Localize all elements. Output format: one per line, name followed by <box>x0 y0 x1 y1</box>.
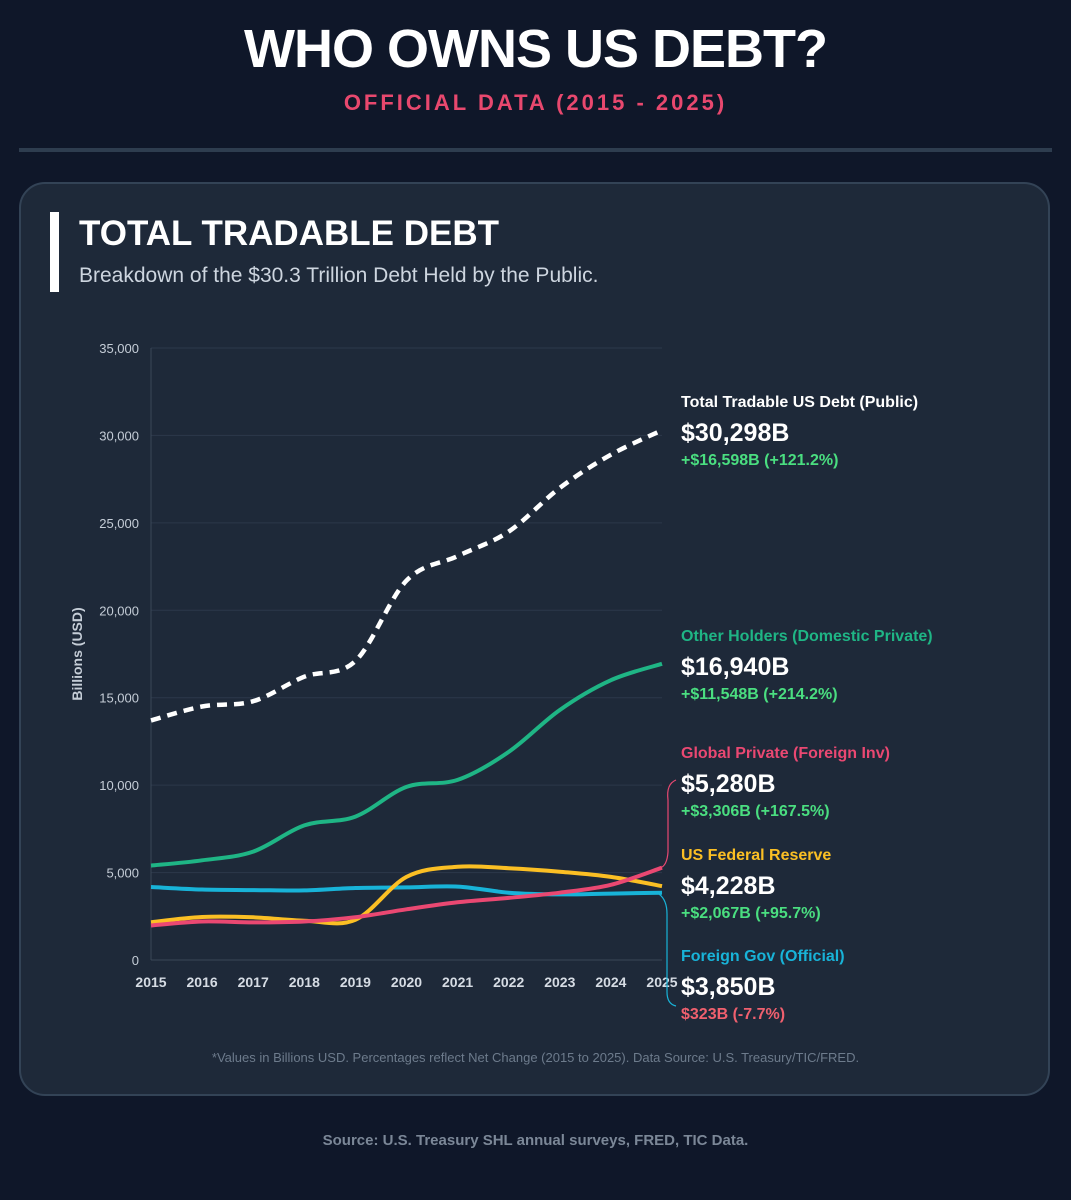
main-title: WHO OWNS US DEBT? <box>244 19 828 79</box>
series-line-other-holders-domestic-private <box>150 661 663 868</box>
y-tick-label: 35,000 <box>99 341 139 356</box>
y-tick-label: 0 <box>132 953 139 968</box>
series-final-value: $5,280B <box>681 770 776 798</box>
title-accent-bar <box>50 212 59 292</box>
series-line-us-federal-reserve <box>150 864 663 926</box>
connector-foreign-gov <box>658 893 677 1007</box>
series-change-label: +$3,306B (+167.5%) <box>681 803 830 820</box>
x-tick-label: 2024 <box>595 974 626 990</box>
x-tick-label: 2015 <box>135 974 166 990</box>
series-name-label: Foreign Gov (Official) <box>681 948 845 965</box>
series-change-label: $323B (-7.7%) <box>681 1006 785 1023</box>
chart-footnote: *Values in Billions USD. Percentages ref… <box>211 1050 860 1065</box>
y-axis-label: Billions (USD) <box>69 607 85 700</box>
y-tick-label: 25,000 <box>99 516 139 531</box>
y-tick-label: 10,000 <box>99 778 139 793</box>
x-tick-label: 2020 <box>391 974 422 990</box>
x-tick-label: 2018 <box>289 974 320 990</box>
series-line-global-private-foreign-inv <box>150 865 663 928</box>
x-tick-label: 2022 <box>493 974 524 990</box>
y-tick-label: 5,000 <box>106 866 139 881</box>
series-final-value: $16,940B <box>681 653 789 681</box>
series-change-label: +$11,548B (+214.2%) <box>681 686 838 703</box>
connector-global-private <box>659 779 677 869</box>
x-tick-label: 2021 <box>442 974 473 990</box>
y-tick-label: 30,000 <box>99 428 139 443</box>
x-tick-label: 2017 <box>238 974 269 990</box>
source-note: Source: U.S. Treasury SHL annual surveys… <box>322 1132 749 1149</box>
series-line-total-tradable-us-debt-public <box>150 428 663 723</box>
series-final-value: $3,850B <box>681 973 776 1001</box>
series-line-foreign-gov-official <box>150 884 663 897</box>
series-change-label: +$16,598B (+121.2%) <box>681 452 838 469</box>
main-subtitle: OFFICIAL DATA (2015 - 2025) <box>343 90 728 115</box>
x-tick-label: 2023 <box>544 974 575 990</box>
series-name-label: Other Holders (Domestic Private) <box>681 628 933 645</box>
series-name-label: US Federal Reserve <box>681 847 831 864</box>
y-tick-label: 15,000 <box>99 691 139 706</box>
x-tick-label: 2025 <box>646 974 677 990</box>
x-tick-label: 2016 <box>187 974 218 990</box>
series-name-label: Global Private (Foreign Inv) <box>681 745 890 762</box>
header-divider <box>19 148 1052 152</box>
y-tick-label: 20,000 <box>99 603 139 618</box>
x-tick-label: 2019 <box>340 974 371 990</box>
series-final-value: $30,298B <box>681 419 789 447</box>
series-change-label: +$2,067B (+95.7%) <box>681 905 821 922</box>
card-title: TOTAL TRADABLE DEBT <box>79 214 499 253</box>
series-final-value: $4,228B <box>681 872 776 900</box>
series-name-label: Total Tradable US Debt (Public) <box>681 394 918 411</box>
chart-card <box>19 182 1050 1096</box>
card-subtitle: Breakdown of the $30.3 Trillion Debt Hel… <box>79 264 599 287</box>
